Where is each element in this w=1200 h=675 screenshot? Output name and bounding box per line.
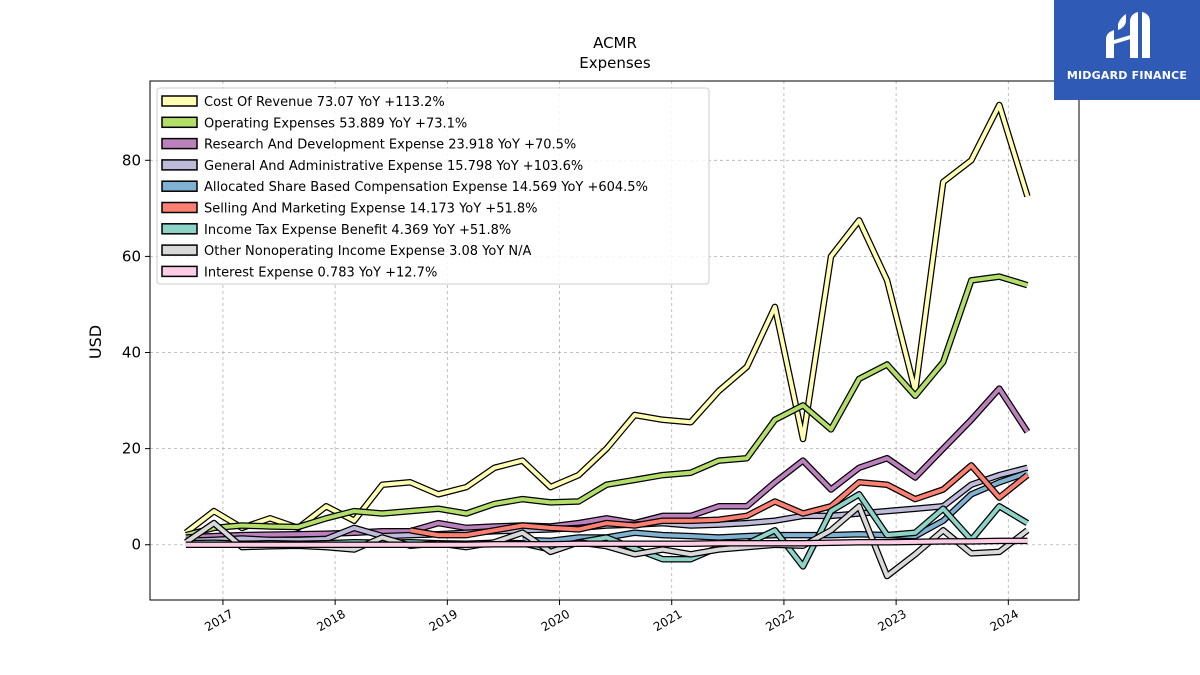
legend-swatch	[161, 180, 198, 192]
series-line	[184, 103, 1030, 535]
legend-swatch	[161, 265, 198, 278]
brand-mark-icon	[1106, 12, 1150, 58]
legend-swatch	[161, 159, 198, 171]
legend-label: Selling And Marketing Expense 14.173 YoY…	[204, 202, 538, 217]
chart-title: ACMR	[593, 34, 637, 52]
legend-label: Allocated Share Based Compensation Expen…	[204, 180, 648, 195]
x-tick-label: 2022	[763, 607, 796, 634]
brand-logo: MIDGARD FINANCE	[1054, 0, 1200, 100]
series-line	[185, 492, 1029, 569]
legend-box	[156, 87, 710, 285]
y-tick-label: 40	[122, 344, 141, 362]
brand-name: MIDGARD FINANCE	[1066, 69, 1188, 82]
plot-frame	[149, 80, 1080, 601]
series-research-and-development-expense	[185, 385, 1031, 541]
series-interest-expense	[185, 537, 1028, 548]
series-line	[185, 386, 1030, 540]
series-outline	[185, 273, 1029, 539]
series-outline	[185, 491, 1030, 570]
series-line	[409, 463, 1029, 538]
chart-subtitle: Expenses	[579, 54, 651, 72]
series-cost-of-revenue	[183, 101, 1031, 536]
x-tick-label: 2024	[988, 607, 1021, 634]
series-income-tax-expense-benefit	[185, 491, 1030, 570]
x-tick-label: 2020	[539, 607, 572, 634]
x-tick-label: 2017	[202, 607, 235, 634]
legend-label: Research And Development Expense 23.918 …	[204, 138, 576, 153]
series-line	[185, 538, 1028, 547]
series-line	[185, 465, 1028, 543]
y-tick-label: 80	[122, 151, 141, 169]
series-general-and-administrative-expense	[185, 464, 1029, 545]
legend-label: Interest Expense 0.783 YoY +12.7%	[204, 265, 437, 280]
series-outline	[185, 464, 1029, 545]
legend-label: General And Administrative Expense 15.79…	[204, 159, 583, 174]
y-tick-label: 0	[131, 536, 141, 554]
legend-swatch	[161, 95, 198, 107]
series-line	[185, 274, 1028, 538]
legend-label: Other Nonoperating Income Expense 3.08 Y…	[204, 244, 532, 259]
x-tick-label: 2019	[427, 607, 460, 634]
legend-swatch	[161, 116, 198, 129]
series-selling-and-marketing-expense	[409, 462, 1030, 539]
legend-label: Cost Of Revenue 73.07 YoY +113.2%	[204, 95, 445, 110]
series-lines	[183, 101, 1031, 580]
y-tick-label: 60	[122, 247, 141, 265]
legend-label: Income Tax Expense Benefit 4.369 YoY +51…	[204, 223, 511, 238]
legend-swatch	[161, 137, 198, 150]
legend-swatch	[161, 201, 198, 214]
y-tick-label: 20	[122, 440, 141, 458]
legend-swatch	[161, 244, 198, 256]
x-tick-label: 2023	[875, 607, 908, 634]
x-tick-label: 2021	[651, 607, 684, 634]
series-operating-expenses	[185, 273, 1029, 539]
legend: Cost Of Revenue 73.07 YoY +113.2% Operati…	[156, 87, 710, 285]
y-axis-label: USD	[86, 325, 105, 359]
x-tick-label: 2018	[314, 607, 347, 634]
legend-swatch	[161, 223, 198, 235]
legend-label: Operating Expenses 53.889 YoY +73.1%	[204, 116, 467, 131]
